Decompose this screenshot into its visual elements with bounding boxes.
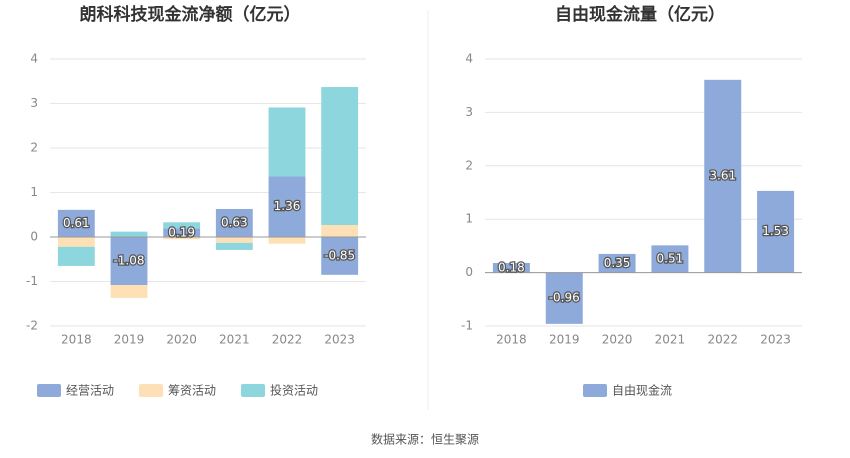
legend-label: 自由现金流 bbox=[612, 383, 672, 398]
x-tick-label: 2019 bbox=[114, 333, 145, 347]
y-tick-label: -1 bbox=[461, 319, 473, 333]
bar bbox=[163, 237, 201, 240]
legend-swatch bbox=[241, 384, 265, 397]
value-label: 0.61 bbox=[63, 216, 90, 230]
bar bbox=[757, 190, 795, 273]
legend-swatch bbox=[37, 384, 61, 397]
y-tick-label: 4 bbox=[465, 52, 473, 66]
y-tick-label: -2 bbox=[26, 319, 38, 333]
value-label: 0.63 bbox=[221, 215, 248, 229]
bar bbox=[215, 237, 253, 243]
chart-title: 自由现金流量（亿元） bbox=[555, 4, 725, 25]
y-tick-label: 1 bbox=[465, 212, 473, 226]
source: 数据来源：恒生聚源 bbox=[371, 432, 479, 447]
value-label: 3.61 bbox=[709, 169, 736, 183]
value-label: 0.18 bbox=[498, 260, 525, 274]
x-tick-label: 2021 bbox=[655, 333, 686, 347]
x-tick-label: 2018 bbox=[496, 333, 527, 347]
bar bbox=[321, 224, 359, 237]
bar bbox=[598, 253, 636, 273]
bar bbox=[57, 209, 95, 237]
bar bbox=[57, 237, 95, 247]
y-tick-label: 1 bbox=[30, 185, 38, 199]
chart-title: 朗科科技现金流净额（亿元） bbox=[80, 4, 301, 25]
bar bbox=[110, 231, 148, 237]
value-label: -0.85 bbox=[324, 248, 355, 262]
value-label: -1.08 bbox=[113, 254, 144, 268]
x-tick-label: 2020 bbox=[602, 333, 633, 347]
x-tick-label: 2019 bbox=[549, 333, 580, 347]
bar bbox=[492, 262, 530, 273]
bar bbox=[163, 228, 201, 237]
legend-label: 筹资活动 bbox=[168, 384, 216, 398]
legend-label: 经营活动 bbox=[66, 384, 114, 398]
bar bbox=[215, 208, 253, 237]
value-label: 0.35 bbox=[604, 256, 631, 270]
bar bbox=[215, 242, 253, 250]
bar bbox=[704, 79, 742, 273]
value-label: 1.36 bbox=[274, 199, 301, 213]
y-tick-label: 2 bbox=[30, 141, 38, 155]
y-tick-label: 4 bbox=[30, 52, 38, 66]
legend-swatch bbox=[583, 384, 607, 397]
bar bbox=[110, 285, 148, 298]
value-label: 0.51 bbox=[657, 251, 684, 265]
y-tick-label: 0 bbox=[465, 265, 473, 279]
bar bbox=[268, 237, 306, 244]
x-tick-label: 2020 bbox=[166, 333, 197, 347]
y-tick-label: 3 bbox=[30, 96, 38, 110]
y-tick-label: -1 bbox=[26, 274, 38, 288]
bar bbox=[57, 246, 95, 266]
y-tick-label: 2 bbox=[465, 158, 473, 172]
value-label: 1.53 bbox=[762, 224, 789, 238]
bar bbox=[651, 245, 689, 273]
y-tick-label: 3 bbox=[465, 105, 473, 119]
y-tick-label: 0 bbox=[30, 230, 38, 244]
legend-swatch bbox=[139, 384, 163, 397]
bar bbox=[163, 222, 201, 229]
bar bbox=[321, 87, 359, 225]
x-tick-label: 2022 bbox=[272, 333, 303, 347]
bar bbox=[268, 176, 306, 237]
x-tick-label: 2022 bbox=[707, 333, 738, 347]
bar bbox=[321, 237, 359, 275]
value-label: 0.19 bbox=[168, 225, 195, 239]
x-tick-label: 2021 bbox=[219, 333, 250, 347]
value-label: -0.96 bbox=[549, 291, 580, 305]
bar bbox=[268, 107, 306, 177]
x-tick-label: 2023 bbox=[760, 333, 791, 347]
bar bbox=[110, 237, 148, 286]
legend-label: 投资活动 bbox=[270, 383, 318, 398]
x-tick-label: 2018 bbox=[61, 333, 92, 347]
x-tick-label: 2023 bbox=[324, 333, 355, 347]
bar bbox=[545, 272, 583, 324]
